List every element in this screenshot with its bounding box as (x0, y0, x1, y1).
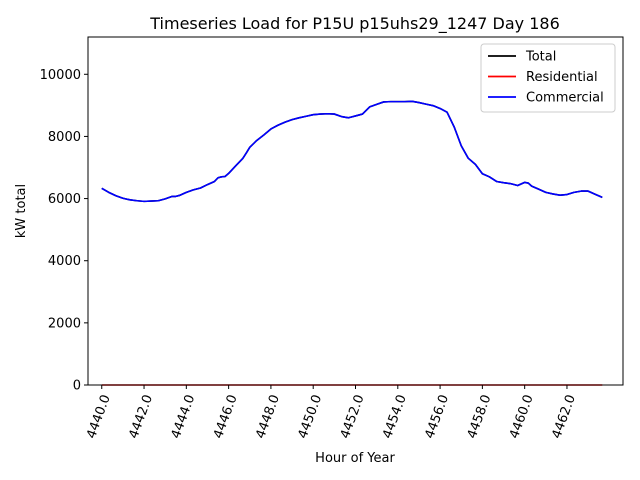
legend-box (480, 43, 616, 113)
legend-label-residential: Residential (526, 70, 598, 85)
y-tick-label: 6000 (48, 192, 81, 207)
series-line-commercial (101, 100, 603, 203)
chart-title: Timeseries Load for P15U p15uhs29_1247 D… (149, 14, 560, 34)
y-tick-label: 10000 (40, 68, 81, 83)
legend-label-total: Total (525, 50, 556, 65)
y-tick-label: 4000 (48, 254, 81, 269)
y-axis-label: kW total (14, 184, 29, 238)
legend-label-commercial: Commercial (526, 91, 604, 106)
x-axis-label: Hour of Year (315, 451, 395, 466)
y-tick-label: 8000 (48, 130, 81, 145)
y-tick-label: 2000 (48, 316, 81, 331)
y-tick-label: 0 (73, 379, 81, 394)
y-axis: 0 2000 4000 6000 8000 10000 (40, 68, 88, 394)
legend: Total Residential Commercial (480, 43, 616, 113)
